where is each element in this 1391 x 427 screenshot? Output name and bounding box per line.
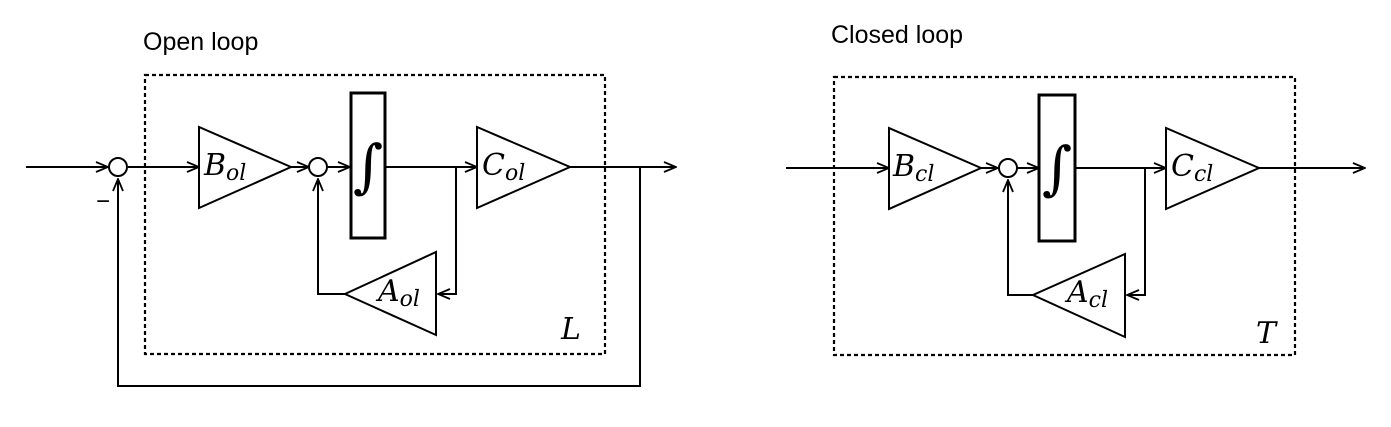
open-loop-b-gain-block — [198, 125, 294, 210]
open-loop-outer-summing-junction — [108, 157, 128, 177]
closed-loop-b-gain-label: Bcl — [892, 149, 934, 187]
closed-loop-integrator-block — [1037, 93, 1077, 243]
open-loop-c-gain-label: Col — [482, 148, 525, 186]
closed-loop-integral-symbol: ∫ — [1042, 134, 1072, 202]
open-loop-b-gain-label: Bol — [203, 148, 246, 186]
closed-loop-a-to-sum-wire — [1008, 180, 1033, 296]
open-loop-inner-summing-junction — [308, 157, 328, 177]
closed-loop-a-gain-block — [1030, 252, 1126, 339]
open-loop-a-gain-label: Aol — [375, 274, 420, 312]
open-loop-a-gain-block — [342, 250, 437, 337]
closed-loop-b-gain-block — [888, 126, 984, 211]
closed-loop-c-gain-block — [1165, 126, 1262, 211]
open-loop-system-label: L — [560, 312, 581, 347]
closed-loop-title: Closed loop — [831, 21, 963, 49]
open-loop-system-boundary — [143, 73, 607, 356]
closed-loop-c-gain-label: Ccl — [1171, 149, 1213, 187]
open-loop-negative-sign: − — [96, 188, 110, 215]
closed-loop-system-label: T — [1256, 316, 1278, 351]
open-loop-c-gain-block — [476, 125, 573, 210]
closed-loop-system-boundary — [832, 75, 1297, 357]
closed-loop-diagram: Closed loop Bcl ∫ Ccl Acl T — [786, 21, 1365, 357]
open-loop-outer-feedback-wire — [118, 167, 641, 387]
open-loop-a-to-sum-wire — [318, 179, 345, 295]
closed-loop-a-gain-label: Acl — [1064, 275, 1108, 313]
open-loop-integrator-block — [349, 91, 387, 240]
open-loop-title: Open loop — [143, 28, 258, 56]
open-loop-integral-symbol: ∫ — [353, 132, 383, 200]
open-loop-diagram: Open loop − Bol ∫ Col Aol L — [26, 28, 676, 387]
closed-loop-state-feedback-wire — [1127, 168, 1146, 295]
closed-loop-summing-junction — [998, 158, 1018, 178]
open-loop-state-feedback-wire — [438, 167, 457, 294]
